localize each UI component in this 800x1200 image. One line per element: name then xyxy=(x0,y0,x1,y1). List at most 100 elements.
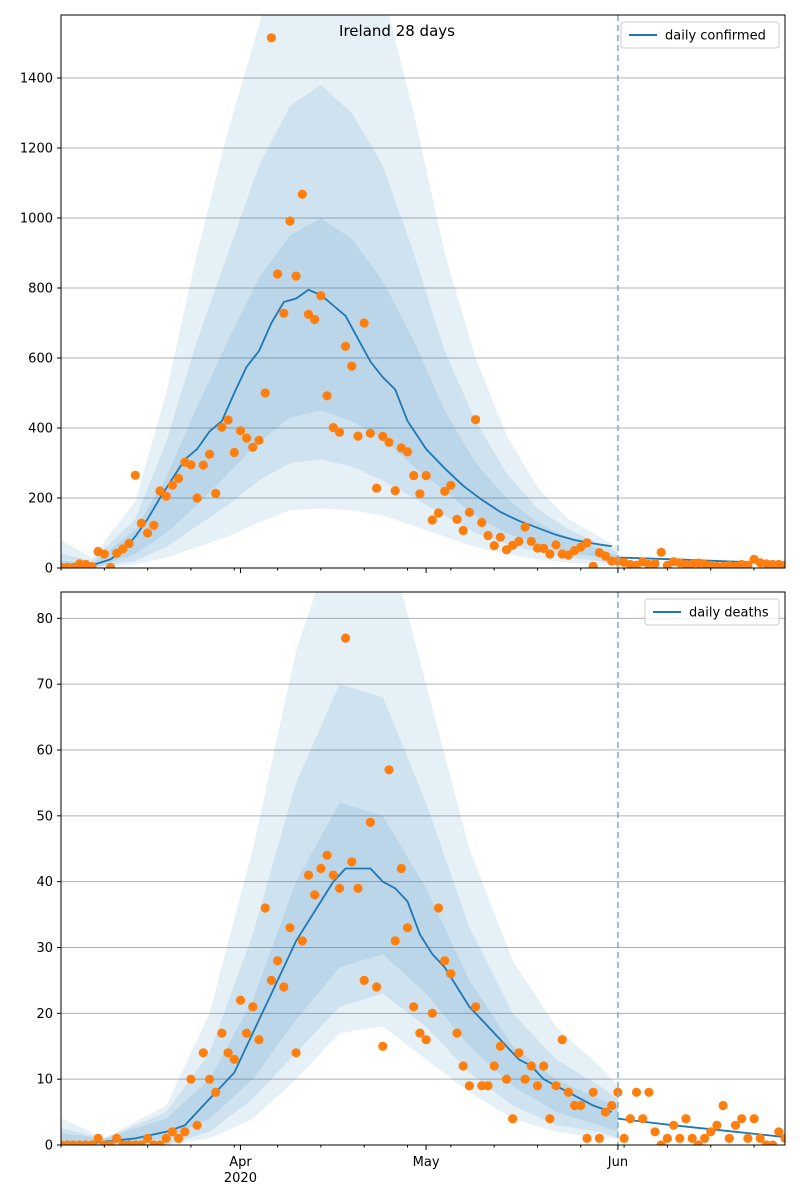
y-tick-label: 40 xyxy=(36,875,53,890)
y-tick-label: 400 xyxy=(28,422,53,437)
prediction-band-2 xyxy=(61,85,618,568)
observed-point xyxy=(433,508,444,518)
observed-point xyxy=(440,956,450,966)
observed-point xyxy=(619,1133,629,1143)
observed-point xyxy=(118,544,128,554)
observed-point xyxy=(242,433,252,443)
observed-point xyxy=(557,1035,567,1045)
observed-point xyxy=(749,1114,759,1124)
observed-point xyxy=(316,291,326,301)
observed-point xyxy=(409,471,419,481)
prediction-band-3 xyxy=(61,218,618,568)
observed-point xyxy=(718,1100,728,1111)
observed-point xyxy=(520,1074,530,1084)
observed-point xyxy=(186,460,196,470)
observed-point xyxy=(105,1140,116,1145)
observed-point xyxy=(87,1140,97,1145)
observed-point xyxy=(588,1087,598,1097)
legend: daily deaths xyxy=(644,598,780,626)
observed-point xyxy=(217,1028,227,1038)
y-tick-label: 1000 xyxy=(20,212,53,227)
observed-point xyxy=(452,1028,462,1038)
y-tick-label: 600 xyxy=(28,352,53,367)
observed-point xyxy=(384,765,394,775)
y-tick-label: 20 xyxy=(36,1007,53,1022)
observed-point xyxy=(359,318,369,328)
observed-point xyxy=(514,1048,524,1058)
observed-point xyxy=(539,1061,549,1071)
legend: daily confirmed xyxy=(620,21,780,49)
observed-point xyxy=(656,1140,666,1145)
observed-point xyxy=(124,538,134,549)
observed-point xyxy=(297,189,307,199)
y-tick-label: 10 xyxy=(36,1073,53,1088)
observed-point xyxy=(607,1100,617,1111)
observed-point xyxy=(384,437,394,447)
observed-point xyxy=(285,923,295,933)
observed-point xyxy=(514,536,524,547)
observed-point xyxy=(489,1061,499,1071)
observed-point xyxy=(285,216,295,226)
observed-point xyxy=(235,995,246,1005)
observed-point xyxy=(638,1114,648,1124)
plot-area xyxy=(61,15,785,568)
confirmed-panel: 0 200 400 600 800 1000 1200 1400 daily confirmed xyxy=(20,14,786,577)
observed-point xyxy=(279,308,289,318)
observed-point xyxy=(724,1133,734,1143)
observed-point xyxy=(372,483,382,493)
legend-label: daily confirmed xyxy=(665,29,766,44)
observed-point xyxy=(539,543,549,554)
observed-point xyxy=(440,486,450,496)
observed-point xyxy=(322,850,332,860)
observed-point xyxy=(378,431,388,441)
observed-point xyxy=(242,1028,252,1038)
observed-point xyxy=(458,525,468,536)
observed-point xyxy=(161,491,171,501)
observed-point xyxy=(378,1041,388,1051)
observed-point xyxy=(310,890,320,900)
observed-point xyxy=(415,489,425,499)
legend-box xyxy=(620,21,780,49)
observed-point xyxy=(372,982,382,992)
observed-point xyxy=(464,507,474,517)
observed-point xyxy=(130,470,140,480)
observed-point xyxy=(427,1008,437,1018)
observed-point xyxy=(576,1100,586,1111)
observed-point xyxy=(204,1074,215,1084)
prediction-band-1 xyxy=(61,15,618,568)
observed-point xyxy=(211,1087,221,1097)
observed-point xyxy=(582,538,592,548)
observed-point xyxy=(136,518,146,528)
observed-point xyxy=(471,1002,481,1012)
observed-point xyxy=(155,486,165,496)
y-tick-label: 0 xyxy=(45,562,53,577)
observed-point xyxy=(477,517,487,528)
observed-point xyxy=(341,633,351,643)
observed-point xyxy=(341,341,351,351)
observed-point xyxy=(266,975,276,986)
observed-point xyxy=(644,1087,654,1097)
observed-point xyxy=(347,857,357,867)
plot-area xyxy=(61,592,785,1145)
observed-point xyxy=(180,1127,190,1137)
observed-point xyxy=(458,1061,468,1071)
legend-label: daily deaths xyxy=(689,606,769,621)
observed-point xyxy=(93,1133,103,1143)
observed-point xyxy=(656,547,666,557)
observed-point xyxy=(353,431,363,441)
observed-point xyxy=(167,1127,177,1137)
x-tick-label: May xyxy=(413,1155,440,1170)
observed-point xyxy=(768,1140,778,1145)
observed-point xyxy=(99,549,109,559)
observed-point xyxy=(310,314,320,325)
observed-point xyxy=(743,1133,753,1143)
observed-point xyxy=(192,1120,202,1130)
observed-point xyxy=(464,1081,474,1091)
observed-point xyxy=(347,361,357,371)
observed-point xyxy=(489,541,499,551)
y-tick-label: 800 xyxy=(28,282,53,297)
observed-point xyxy=(248,1002,258,1012)
observed-point xyxy=(693,1140,703,1145)
